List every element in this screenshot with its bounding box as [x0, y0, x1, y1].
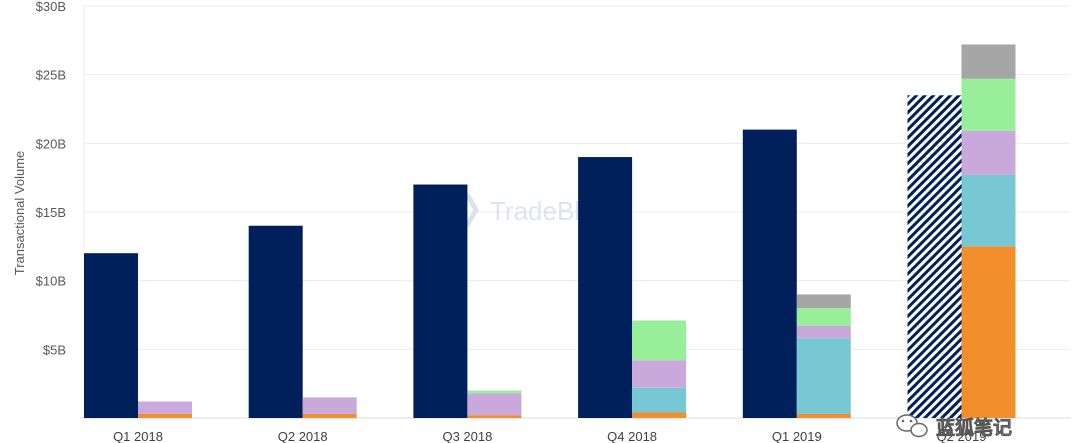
stacked-segment-bar	[467, 415, 522, 418]
x-tick-label: Q2 2019	[937, 429, 987, 443]
stacked-segment-bar	[796, 294, 851, 309]
total-volume-bar	[742, 129, 797, 418]
stacked-segment-bar	[796, 308, 851, 326]
x-tick-label: Q4 2018	[607, 429, 657, 443]
wechat-mark: 蓝狐笔记	[896, 414, 1012, 439]
y-tick-label: $30B	[36, 0, 66, 14]
stacked-segment-bar	[138, 401, 192, 414]
x-tick-label: Q1 2019	[772, 429, 822, 443]
y-axis-title: Transactional Volume	[12, 151, 27, 276]
stacked-segment-bar	[632, 412, 687, 418]
stacked-segment-bar	[302, 397, 357, 414]
stacked-segment-bar	[796, 413, 851, 418]
stacked-segment-bar	[467, 393, 522, 416]
stacked-segment-bar	[632, 387, 687, 413]
stacked-segment-bar	[138, 413, 192, 418]
stacked-segment-bar	[961, 174, 1016, 247]
total-volume-bar	[84, 253, 138, 418]
bars	[84, 44, 1016, 419]
y-tick-label: $10B	[36, 274, 66, 289]
y-tick-label: $25B	[36, 68, 66, 83]
total-volume-bar	[578, 157, 633, 419]
stacked-segment-bar	[961, 44, 1016, 79]
stacked-segment-bar	[961, 78, 1016, 131]
stacked-segment-bar	[632, 360, 687, 388]
y-tick-label: $5B	[43, 342, 66, 357]
y-axis: $5B $10B $15B $20B $25B $30B	[36, 0, 66, 357]
gridlines	[83, 5, 1070, 418]
stacked-segment-bar	[796, 325, 851, 339]
wechat-account-name: 蓝狐笔记	[936, 416, 1012, 439]
stacked-segment-bar	[467, 390, 522, 394]
x-axis: Q1 2018 Q2 2018 Q3 2018 Q4 2018 Q1 2019 Q2 20…	[113, 429, 986, 443]
stacked-segment-bar	[796, 338, 851, 414]
y-tick-label: $20B	[36, 136, 66, 151]
total-volume-bar	[413, 184, 468, 418]
stacked-segment-bar	[961, 130, 1016, 175]
projected-total-bar	[907, 95, 962, 419]
stacked-segment-bar	[302, 413, 357, 418]
x-tick-label: Q1 2018	[113, 429, 163, 443]
x-tick-label: Q3 2018	[442, 429, 492, 443]
wechat-icon	[896, 414, 928, 438]
stacked-segment-bar	[632, 320, 687, 361]
x-tick-label: Q2 2018	[278, 429, 328, 443]
stacked-segment-bar	[961, 246, 1016, 418]
y-tick-label: $15B	[36, 205, 66, 220]
total-volume-bar	[248, 225, 303, 418]
